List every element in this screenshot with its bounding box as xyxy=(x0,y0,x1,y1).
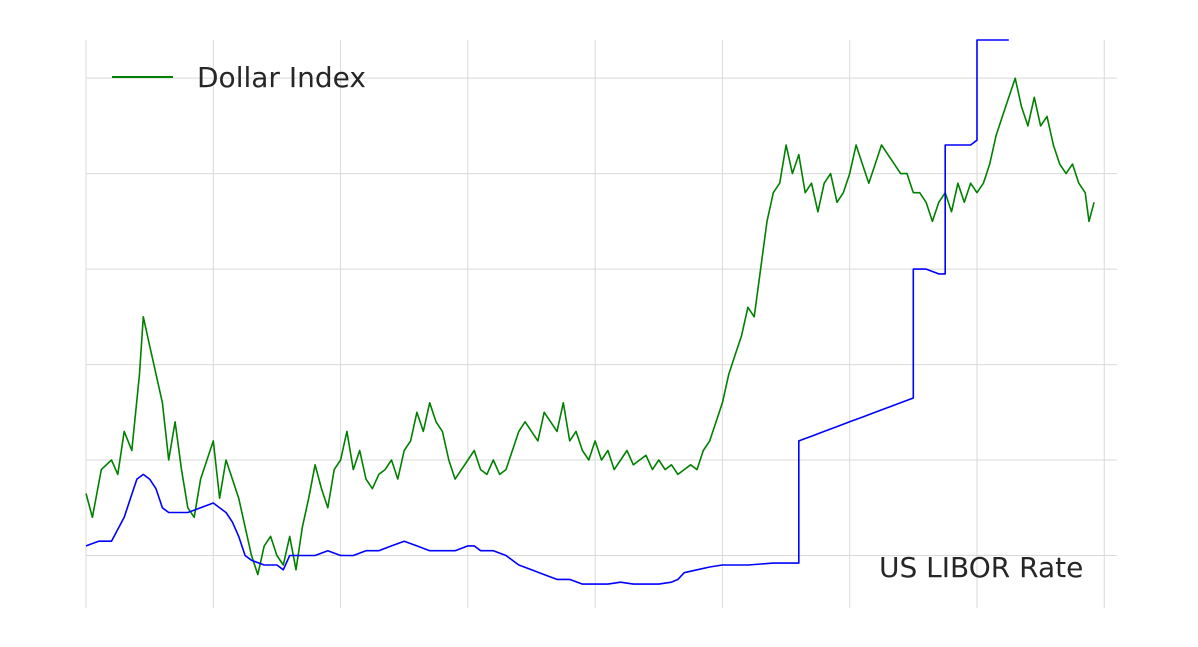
annotation-us-libor-rate: US LIBOR Rate xyxy=(879,551,1083,584)
legend-label-dollar-index: Dollar Index xyxy=(197,61,366,94)
series-line-us-libor-rate xyxy=(85,39,1009,585)
chart-grid xyxy=(85,40,1117,608)
series-line-dollar-index xyxy=(85,77,1095,576)
series-layer xyxy=(85,39,1095,585)
legend: Dollar Index xyxy=(112,61,366,94)
